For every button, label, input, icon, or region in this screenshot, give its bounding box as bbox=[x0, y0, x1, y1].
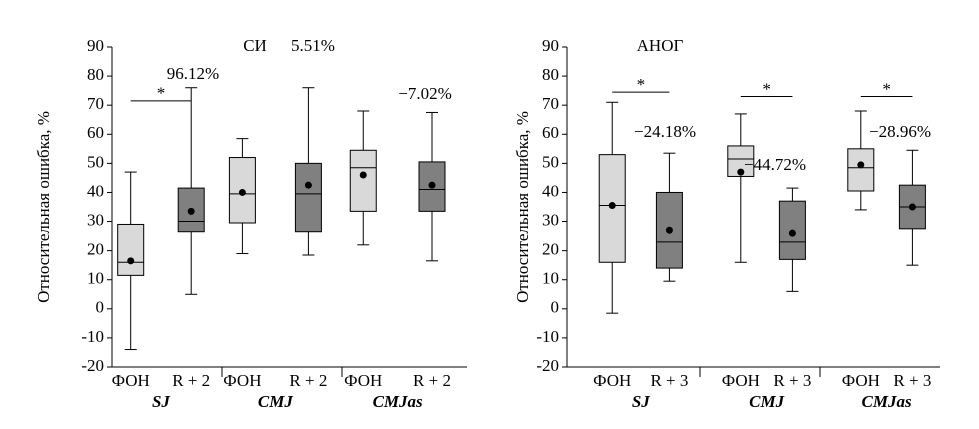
y-tick-label: 50 bbox=[87, 152, 104, 171]
y-tick-label: 80 bbox=[87, 65, 104, 84]
chart-title: СИ bbox=[243, 36, 267, 55]
significance-label: * bbox=[637, 75, 646, 94]
category-label: R + 2 bbox=[289, 371, 327, 390]
y-tick-label: 80 bbox=[542, 65, 559, 84]
box bbox=[847, 148, 875, 192]
mean bbox=[238, 188, 246, 196]
y-tick-label: -10 bbox=[81, 327, 104, 346]
annotation: −24.18% bbox=[634, 122, 696, 141]
y-tick-label: 10 bbox=[542, 269, 559, 288]
mean bbox=[428, 181, 436, 189]
y-tick-label: 30 bbox=[87, 210, 104, 229]
y-tick-label: 50 bbox=[542, 152, 559, 171]
significance-label: * bbox=[882, 79, 891, 98]
box bbox=[349, 149, 377, 212]
category-label: R + 3 bbox=[773, 371, 811, 390]
box bbox=[294, 162, 322, 233]
annotation: 96.12% bbox=[167, 64, 219, 83]
mean bbox=[304, 181, 312, 189]
mean bbox=[127, 257, 135, 265]
significance-label: * bbox=[762, 79, 771, 98]
y-axis-label: Относительная ошибка, % bbox=[34, 111, 53, 303]
annotation: −7.02% bbox=[398, 84, 452, 103]
mean bbox=[359, 171, 367, 179]
y-tick-label: 90 bbox=[542, 36, 559, 55]
category-label: ФОН bbox=[722, 371, 760, 390]
category-label: ФОН bbox=[842, 371, 880, 390]
y-tick-label: -20 bbox=[536, 356, 559, 375]
group-label: SJ bbox=[152, 392, 170, 411]
y-tick-label: 30 bbox=[542, 210, 559, 229]
mean bbox=[187, 207, 195, 215]
y-tick-label: 60 bbox=[542, 123, 559, 142]
y-axis-label: Относительная ошибка, % bbox=[513, 111, 532, 303]
y-tick-label: 90 bbox=[87, 36, 104, 55]
category-label: R + 2 bbox=[413, 371, 451, 390]
y-tick-label: 40 bbox=[87, 181, 104, 200]
annotation: −28.96% bbox=[869, 122, 931, 141]
y-tick-label: -20 bbox=[81, 356, 104, 375]
y-tick-label: 70 bbox=[87, 94, 104, 113]
y-tick-label: 40 bbox=[542, 181, 559, 200]
group-label: CMJas bbox=[862, 392, 912, 411]
chart-title: АНОГ bbox=[637, 36, 684, 55]
group-label: CMJ bbox=[258, 392, 293, 411]
y-tick-label: -10 bbox=[536, 327, 559, 346]
mean bbox=[665, 226, 673, 234]
mean bbox=[608, 202, 616, 210]
category-label: ФОН bbox=[223, 371, 261, 390]
y-tick-label: 20 bbox=[542, 240, 559, 259]
category-label: ФОН bbox=[112, 371, 150, 390]
category-label: R + 2 bbox=[172, 371, 210, 390]
group-label: SJ bbox=[632, 392, 650, 411]
y-tick-label: 60 bbox=[87, 123, 104, 142]
annotation: −44.72% bbox=[744, 155, 806, 174]
mean bbox=[737, 168, 745, 176]
y-tick-label: 0 bbox=[551, 298, 560, 317]
group-label: CMJ bbox=[749, 392, 784, 411]
y-tick-label: 70 bbox=[542, 94, 559, 113]
category-label: ФОН bbox=[344, 371, 382, 390]
mean bbox=[857, 161, 865, 169]
category-label: R + 3 bbox=[650, 371, 688, 390]
mean bbox=[908, 203, 916, 211]
y-tick-label: 10 bbox=[87, 269, 104, 288]
category-label: ФОН bbox=[593, 371, 631, 390]
box bbox=[117, 223, 145, 276]
category-label: R + 3 bbox=[893, 371, 931, 390]
annotation: 5.51% bbox=[291, 36, 335, 55]
group-label: CMJas bbox=[373, 392, 423, 411]
y-tick-label: 0 bbox=[96, 298, 105, 317]
y-tick-label: 20 bbox=[87, 240, 104, 259]
significance-label: * bbox=[157, 84, 166, 103]
mean bbox=[788, 229, 796, 237]
